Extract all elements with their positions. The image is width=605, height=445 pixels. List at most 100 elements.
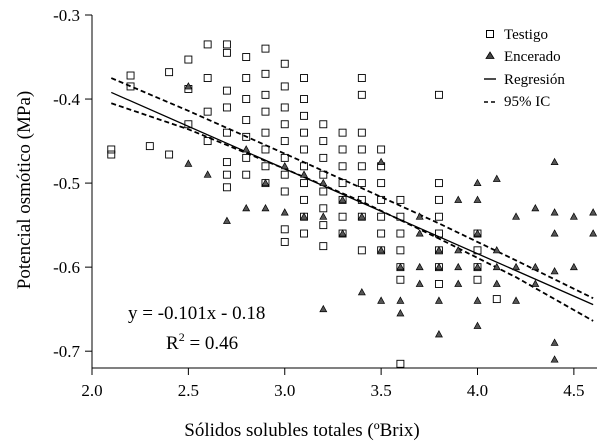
encerado-point [473, 178, 482, 187]
testigo-point [338, 212, 347, 221]
testigo-point [242, 170, 251, 179]
encerado-point [492, 279, 501, 287]
ci-upper-line [110, 77, 594, 300]
encerado-point [569, 262, 578, 271]
testigo-point [300, 74, 308, 82]
x-tick-label: 2.5 [178, 381, 199, 400]
encerado-point [300, 212, 309, 220]
testigo-point [319, 187, 328, 196]
testigo-point [280, 103, 289, 112]
encerado-point [473, 262, 482, 271]
encerado-point [512, 296, 521, 304]
testigo-point [319, 120, 328, 129]
testigo-point [396, 275, 405, 284]
encerado-point [531, 279, 540, 287]
testigo-point [126, 71, 135, 80]
testigo-point [145, 142, 154, 151]
testigo-point [319, 242, 328, 251]
testigo-point [319, 204, 328, 213]
x-tick-label: 2.0 [81, 381, 102, 400]
encerado-point [550, 355, 559, 363]
encerado-point [319, 304, 328, 313]
testigo-point [222, 183, 231, 192]
encerado-point [300, 170, 309, 178]
encerado-point [242, 145, 251, 153]
testigo-point [165, 150, 174, 159]
testigo-point [377, 229, 386, 238]
testigo-point [280, 170, 289, 179]
testigo-point [280, 120, 289, 129]
encerado-point [492, 174, 501, 182]
testigo-point [319, 153, 328, 162]
encerado-point [492, 246, 501, 254]
regression-line [111, 91, 594, 306]
testigo-point [222, 86, 231, 95]
testigo-point [377, 195, 386, 204]
testigo-point [242, 116, 251, 125]
encerado-point [434, 330, 443, 338]
testigo-point [357, 74, 366, 82]
encerado-point [434, 262, 443, 271]
encerado-point [396, 262, 405, 271]
testigo-point [300, 95, 308, 103]
testigo-point [261, 128, 270, 137]
testigo-point [222, 170, 231, 179]
x-tick-label: 3.5 [370, 381, 391, 400]
testigo-point [434, 179, 443, 188]
testigo-point [165, 68, 174, 77]
regression-equation: y = -0.101x - 0.18 [128, 303, 265, 324]
encerado-point [434, 296, 443, 304]
testigo-point [377, 212, 386, 221]
testigo-point [357, 90, 366, 99]
encerado-point [531, 203, 540, 212]
legend-marker-encerado [485, 51, 495, 59]
testigo-point [222, 40, 231, 49]
testigo-point [242, 53, 251, 61]
testigo-point [261, 44, 270, 53]
testigo-point [242, 132, 251, 141]
encerado-point [184, 82, 193, 90]
encerado-point [589, 208, 598, 216]
ci-lower-line [110, 102, 594, 322]
testigo-point [280, 237, 289, 246]
encerado-point [569, 212, 578, 220]
testigo-point [300, 111, 308, 120]
testigo-point [300, 145, 308, 154]
encerado-point [357, 288, 366, 296]
x-tick-label: 3.0 [274, 381, 295, 400]
encerado-point [434, 246, 443, 254]
testigo-point [280, 153, 289, 162]
testigo-point [434, 280, 443, 288]
encerado-point [473, 321, 482, 329]
encerado-point [415, 262, 424, 271]
testigo-point [300, 229, 308, 238]
testigo-point [434, 229, 443, 238]
testigo-point [473, 275, 482, 284]
testigo-point [300, 162, 308, 171]
axis-ticks: 2.0 2.5 3.0 3.5 4.0 4.5 -0.3 -0.4 -0.5 -0.6 -0.7 [53, 6, 584, 400]
encerado-point [473, 229, 482, 237]
y-tick-label: -0.5 [53, 174, 80, 193]
encerado-point [492, 262, 501, 271]
confidence-band [110, 77, 594, 322]
legend-label-ic: 95% IC [504, 94, 550, 110]
testigo-point [357, 179, 366, 188]
encerado-point [415, 279, 424, 287]
encerado-point [473, 195, 482, 203]
testigo-point [338, 128, 347, 137]
encerado-point [261, 203, 270, 212]
testigo-point [377, 179, 386, 188]
testigo-point [434, 195, 443, 204]
testigo-point [280, 225, 289, 234]
encerado-point [203, 170, 212, 178]
encerado-point [357, 212, 366, 220]
encerado-point [280, 208, 289, 216]
encerado-point [550, 229, 559, 237]
testigo-point [261, 69, 270, 78]
testigo-point [242, 95, 251, 103]
testigo-point [473, 246, 482, 255]
encerado-point [280, 161, 289, 170]
testigo-point [434, 212, 443, 221]
encerado-point [512, 212, 521, 220]
